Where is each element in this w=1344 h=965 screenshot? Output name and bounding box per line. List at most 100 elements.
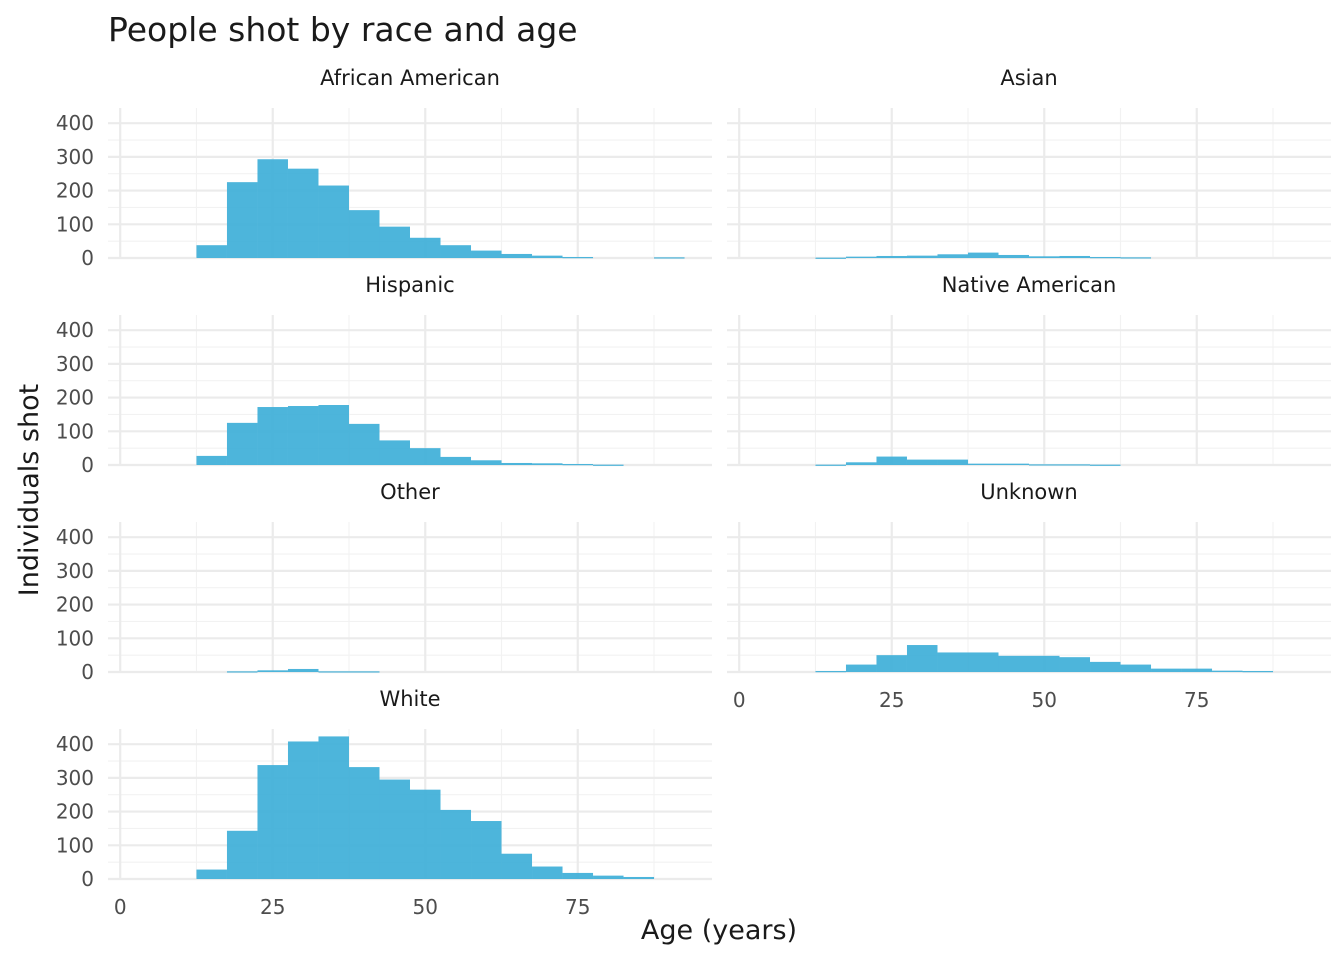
histogram-bar: [562, 872, 594, 879]
y-tick-label: 200: [56, 179, 94, 203]
histogram-bar: [257, 159, 288, 258]
y-tick-label: 100: [56, 419, 94, 443]
histogram-bar: [967, 463, 999, 465]
histogram-bar: [196, 455, 227, 465]
histogram-bar: [287, 168, 319, 258]
histogram-bar: [348, 423, 380, 465]
histogram-bar: [196, 869, 227, 879]
y-tick-label: 100: [56, 833, 94, 857]
histogram-bar: [287, 741, 319, 879]
histogram-bar: [196, 245, 227, 258]
histogram-bar: [257, 407, 288, 465]
y-tick-label: 300: [56, 145, 94, 169]
histogram-bar: [967, 252, 999, 258]
histogram-bar: [501, 853, 533, 879]
histogram-bar: [1059, 255, 1091, 258]
x-tick-label: 75: [565, 895, 590, 919]
histogram-bar: [440, 809, 472, 879]
histogram-bar: [1242, 670, 1274, 673]
histogram-bar: [226, 182, 258, 258]
histogram-bar: [1212, 670, 1243, 672]
y-tick-label: 100: [56, 212, 94, 236]
y-tick-label: 0: [81, 453, 94, 477]
histogram-bar: [226, 422, 258, 465]
facet-label: Other: [380, 480, 440, 504]
histogram-bar: [1151, 668, 1182, 672]
facet-panel-native-american: Native American: [727, 273, 1331, 467]
histogram-bar: [937, 652, 968, 672]
histogram-bar: [379, 440, 410, 465]
histogram-bar: [1029, 464, 1060, 466]
y-tick-label: 0: [81, 867, 94, 891]
histogram-bar: [1090, 256, 1121, 259]
histogram-bar: [1181, 668, 1213, 672]
facet-panel-other: Other 0 100 200 300 400: [56, 480, 712, 684]
histogram-bar: [226, 671, 258, 673]
histogram-bar: [906, 645, 938, 672]
y-tick-label: 400: [56, 525, 94, 549]
facet-label: Hispanic: [365, 273, 454, 297]
histogram-bar: [876, 456, 907, 465]
histogram-bar: [998, 254, 1029, 258]
histogram-bar: [226, 830, 258, 879]
y-tick-label: 300: [56, 559, 94, 583]
y-tick-label: 0: [81, 246, 94, 270]
histogram-bar: [937, 254, 968, 258]
histogram-bar: [471, 821, 502, 879]
x-tick-label: 25: [260, 895, 285, 919]
histogram-bar: [998, 655, 1029, 672]
histogram-bar: [1029, 655, 1060, 672]
y-tick-label: 200: [56, 800, 94, 824]
facet-label: White: [379, 687, 440, 711]
histogram-bar: [318, 185, 349, 258]
x-tick-label: 0: [733, 688, 746, 712]
y-tick-label: 400: [56, 318, 94, 342]
chart-title: People shot by race and age: [108, 10, 578, 49]
facet-label: African American: [320, 66, 500, 90]
histogram-bar: [562, 256, 594, 259]
histogram-bar: [257, 670, 288, 672]
y-tick-label: 400: [56, 111, 94, 135]
histogram-bar: [845, 664, 877, 672]
histogram-bar: [532, 866, 563, 879]
histogram-bar: [257, 765, 288, 879]
x-tick-label: 75: [1184, 688, 1209, 712]
histogram-bar: [471, 250, 502, 258]
histogram-bar: [501, 462, 533, 465]
histogram-bar: [1090, 464, 1121, 466]
x-tick-label: 50: [1032, 688, 1057, 712]
histogram-bar: [532, 463, 563, 465]
histogram-bar: [906, 459, 938, 465]
y-tick-label: 400: [56, 732, 94, 756]
facet-panel-unknown: Unknown 0 25 50 75: [727, 480, 1331, 712]
histogram-bar: [967, 652, 999, 672]
histogram-bar: [440, 456, 472, 465]
histogram-bar: [845, 256, 877, 258]
histogram-bar: [845, 462, 877, 465]
histogram-bar: [348, 210, 380, 258]
histogram-bar: [287, 668, 319, 672]
histogram-bar: [318, 736, 349, 879]
x-tick-label: 50: [413, 895, 438, 919]
facet-panel-white: White 0 100 200 300 400 0 25 50 75: [56, 687, 712, 919]
x-axis-title: Age (years): [641, 915, 797, 946]
histogram-bar: [1029, 256, 1060, 258]
histogram-bar: [593, 464, 624, 466]
histogram-bar: [318, 405, 349, 465]
histogram-bar: [410, 448, 441, 465]
histogram-bar: [410, 789, 441, 879]
histogram-bar: [379, 779, 410, 879]
histogram-bar: [410, 237, 441, 258]
histogram-bar: [906, 255, 938, 258]
facet-label: Native American: [942, 273, 1117, 297]
histogram-bar: [815, 670, 846, 673]
histogram-bar: [937, 459, 968, 465]
x-tick-label: 25: [879, 688, 904, 712]
histogram-bar: [1059, 657, 1091, 672]
y-tick-label: 200: [56, 593, 94, 617]
histogram-bar: [348, 671, 380, 673]
histogram-bar: [379, 226, 410, 258]
facet-label: Asian: [1000, 66, 1057, 90]
